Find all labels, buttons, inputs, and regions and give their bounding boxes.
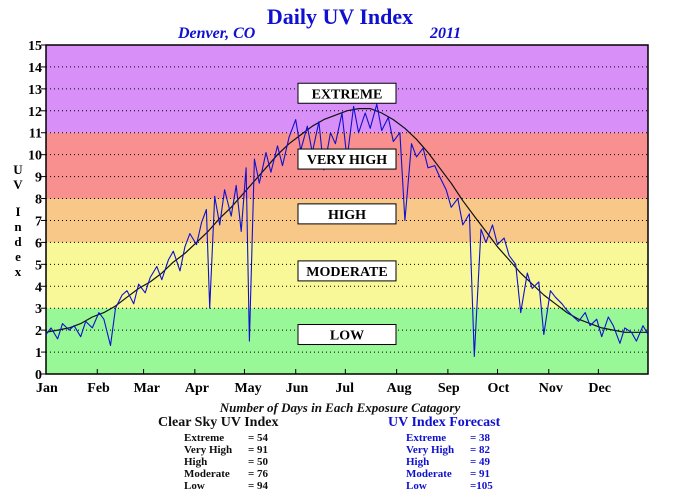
forecast-title: UV Index Forecast <box>388 415 501 430</box>
chart-subtitle-year: 2011 <box>430 25 462 42</box>
band-label-box <box>297 203 397 225</box>
y-tick-label: 7 <box>35 214 42 229</box>
y-tick-label: 6 <box>35 236 42 251</box>
y-axis-label-char: d <box>14 234 22 249</box>
table-row: Very High = 91 <box>184 444 268 456</box>
table-row: Moderate = 76 <box>184 468 268 480</box>
band-label: VERY HIGH <box>307 153 387 168</box>
x-tick-label: May <box>234 381 261 396</box>
forecast-table: Extreme = 38 Very High = 82 High = 49 Moder… <box>406 432 493 492</box>
x-tick-label: Jan <box>36 381 58 396</box>
band-label-box <box>297 324 397 346</box>
clear-sky-stats: Clear Sky UV Index Extreme = 54 Very High… <box>158 415 278 492</box>
y-tick-label: 9 <box>35 171 42 186</box>
x-tick-label: Sep <box>438 381 460 396</box>
exposure-caption: Number of Days in Each Exposure Catagory <box>219 400 461 415</box>
y-tick-label: 11 <box>29 127 42 142</box>
y-tick-label: 14 <box>28 61 42 76</box>
x-tick-label: Aug <box>387 381 412 396</box>
category-label: High <box>184 456 208 468</box>
x-tick-label: Mar <box>134 381 160 396</box>
table-row: Low = 94 <box>184 480 268 492</box>
y-tick-label: 3 <box>35 302 42 317</box>
table-row: High = 50 <box>184 456 268 468</box>
x-tick-label: Nov <box>539 381 563 396</box>
clear-sky-title: Clear Sky UV Index <box>158 415 279 430</box>
table-row: Extreme = 38 <box>406 432 493 444</box>
category-value: = 49 <box>470 456 491 468</box>
band-label: LOW <box>330 329 364 344</box>
y-tick-label: 0 <box>35 368 42 383</box>
table-row: Extreme = 54 <box>184 432 268 444</box>
band-label-box <box>297 148 397 170</box>
category-label: Very High <box>184 444 233 456</box>
category-label: Moderate <box>184 468 230 480</box>
table-row: Low =105 <box>406 480 493 492</box>
clear-sky-series-line <box>45 107 648 333</box>
table-row: High = 49 <box>406 456 493 468</box>
y-axis-label-char: I <box>15 204 21 219</box>
category-value: = 82 <box>470 444 491 456</box>
x-tick-label: Oct <box>488 381 510 396</box>
category-value: = 94 <box>248 480 269 492</box>
y-tick-label: 1 <box>35 346 42 361</box>
x-tick-label: Jul <box>335 381 354 396</box>
y-tick-label: 10 <box>28 149 42 164</box>
chart-subtitle-location: Denver, CO <box>178 25 256 42</box>
x-tick-label: Apr <box>185 381 209 396</box>
y-axis-label-char: n <box>14 219 22 234</box>
table-row: Very High = 82 <box>406 444 493 456</box>
category-label: Low <box>406 480 427 492</box>
plot-frame <box>45 44 649 375</box>
chart-title: Daily UV Index <box>266 4 414 29</box>
y-tick-label: 8 <box>35 193 42 208</box>
y-axis-label-char: x <box>14 264 22 279</box>
y-axis-label-char: V <box>13 177 23 192</box>
category-label: Low <box>184 480 205 492</box>
y-axis-label: U V I n d e x <box>8 162 28 279</box>
band-label: EXTREME <box>312 87 383 102</box>
band-label-box <box>297 82 397 104</box>
category-value: = 38 <box>470 432 491 444</box>
category-label: High <box>406 456 430 468</box>
forecast-series-line <box>45 103 649 358</box>
y-tick-label: 13 <box>28 83 42 98</box>
forecast-stats: UV Index Forecast Extreme = 38 Very High =… <box>388 415 500 492</box>
y-axis-label-char: e <box>15 249 21 264</box>
category-value: = 91 <box>248 444 269 456</box>
y-tick-label: 2 <box>35 324 42 339</box>
x-tick-label: Feb <box>87 381 110 396</box>
band-label-box <box>297 260 397 282</box>
category-label: Extreme <box>406 432 447 444</box>
category-label: Moderate <box>406 468 452 480</box>
category-value: = 76 <box>248 468 269 480</box>
x-tick-label: Dec <box>588 381 611 396</box>
y-axis-label-char: U <box>13 162 23 177</box>
y-tick-label: 15 <box>28 39 42 54</box>
band-label: MODERATE <box>306 265 387 280</box>
y-tick-label: 5 <box>35 258 42 273</box>
category-value: = 54 <box>248 432 269 444</box>
category-label: Extreme <box>184 432 225 444</box>
x-tick-label: Jun <box>286 381 309 396</box>
category-value: = 91 <box>470 468 491 480</box>
category-label: Very High <box>406 444 455 456</box>
category-value: = 50 <box>248 456 269 468</box>
band-label: HIGH <box>328 208 366 223</box>
clear-sky-table: Extreme = 54 Very High = 91 High = 50 Moder… <box>184 432 268 492</box>
y-tick-label: 12 <box>28 105 42 120</box>
category-value: =105 <box>470 480 493 492</box>
table-row: Moderate = 91 <box>406 468 493 480</box>
y-tick-label: 4 <box>35 280 42 295</box>
